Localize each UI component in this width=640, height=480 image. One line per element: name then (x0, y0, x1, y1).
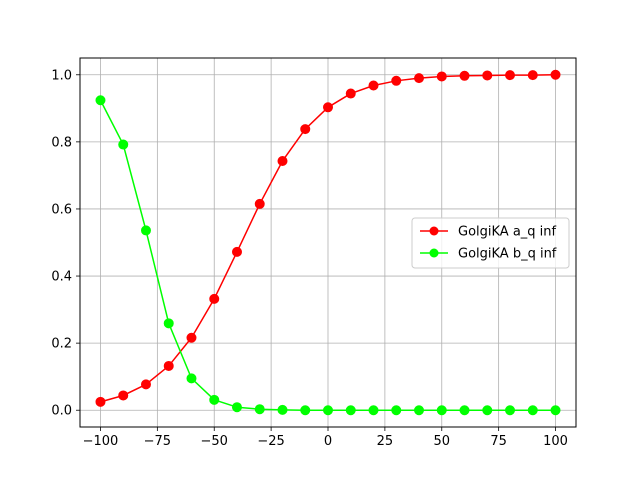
legend-label: GolgiKA a_q inf (458, 225, 557, 240)
data-point (550, 69, 561, 80)
data-point (209, 394, 220, 405)
x-axis: −100 −75 −50 −25 0 25 50 75 100 (83, 427, 568, 449)
data-point (140, 225, 151, 236)
data-point (254, 198, 265, 209)
x-tick-label: 75 (490, 434, 507, 449)
data-point (391, 75, 402, 86)
data-point (277, 155, 288, 166)
y-tick-label: 0.6 (51, 202, 72, 217)
data-point (391, 405, 402, 416)
data-point (459, 70, 470, 81)
data-point (209, 293, 220, 304)
x-tick-label: 100 (543, 434, 568, 449)
data-point (482, 70, 493, 81)
x-tick-label: −100 (83, 434, 119, 449)
y-axis: 0.0 0.2 0.4 0.6 0.8 1.0 (51, 68, 80, 419)
data-point (300, 124, 311, 135)
data-point (277, 404, 288, 415)
data-point (550, 405, 561, 416)
data-point (482, 405, 493, 416)
data-point (505, 70, 516, 81)
series-b-q-inf (95, 95, 561, 416)
data-point (118, 139, 129, 150)
y-tick-label: 0.8 (51, 135, 72, 150)
series-group (95, 69, 561, 416)
data-point (505, 405, 516, 416)
data-point (459, 405, 470, 416)
data-point (368, 80, 379, 91)
legend-marker (429, 248, 439, 258)
y-tick-label: 0.2 (51, 337, 72, 352)
data-point (95, 95, 106, 106)
data-point (300, 405, 311, 416)
x-tick-label: 50 (433, 434, 450, 449)
legend-label: GolgiKA b_q inf (458, 247, 557, 262)
x-tick-label: −50 (201, 434, 228, 449)
x-tick-label: 0 (324, 434, 332, 449)
data-point (163, 360, 174, 371)
data-point (527, 70, 538, 81)
y-tick-label: 0.4 (51, 270, 72, 285)
data-point (414, 73, 425, 84)
y-tick-label: 0.0 (51, 404, 72, 419)
data-point (163, 318, 174, 329)
legend: GolgiKA a_q inf GolgiKA b_q inf (411, 217, 570, 269)
data-point (186, 373, 197, 384)
data-point (345, 405, 356, 416)
y-tick-label: 1.0 (51, 68, 72, 83)
legend-marker (429, 226, 439, 236)
data-point (323, 102, 333, 113)
data-point (95, 396, 106, 407)
x-tick-label: 25 (377, 434, 394, 449)
data-point (368, 405, 379, 416)
data-point (436, 405, 447, 416)
data-point (323, 405, 333, 416)
data-point (345, 88, 356, 99)
data-point (414, 405, 425, 416)
data-point (527, 405, 538, 416)
data-point (254, 404, 265, 415)
x-tick-label: −25 (257, 434, 284, 449)
data-point (118, 390, 129, 401)
data-point (436, 71, 447, 82)
legend-box (411, 217, 570, 269)
x-tick-label: −75 (144, 434, 171, 449)
data-point (231, 246, 242, 257)
data-point (186, 332, 197, 343)
data-point (140, 379, 151, 390)
data-point (231, 402, 242, 413)
series-a-q-inf (95, 69, 561, 407)
